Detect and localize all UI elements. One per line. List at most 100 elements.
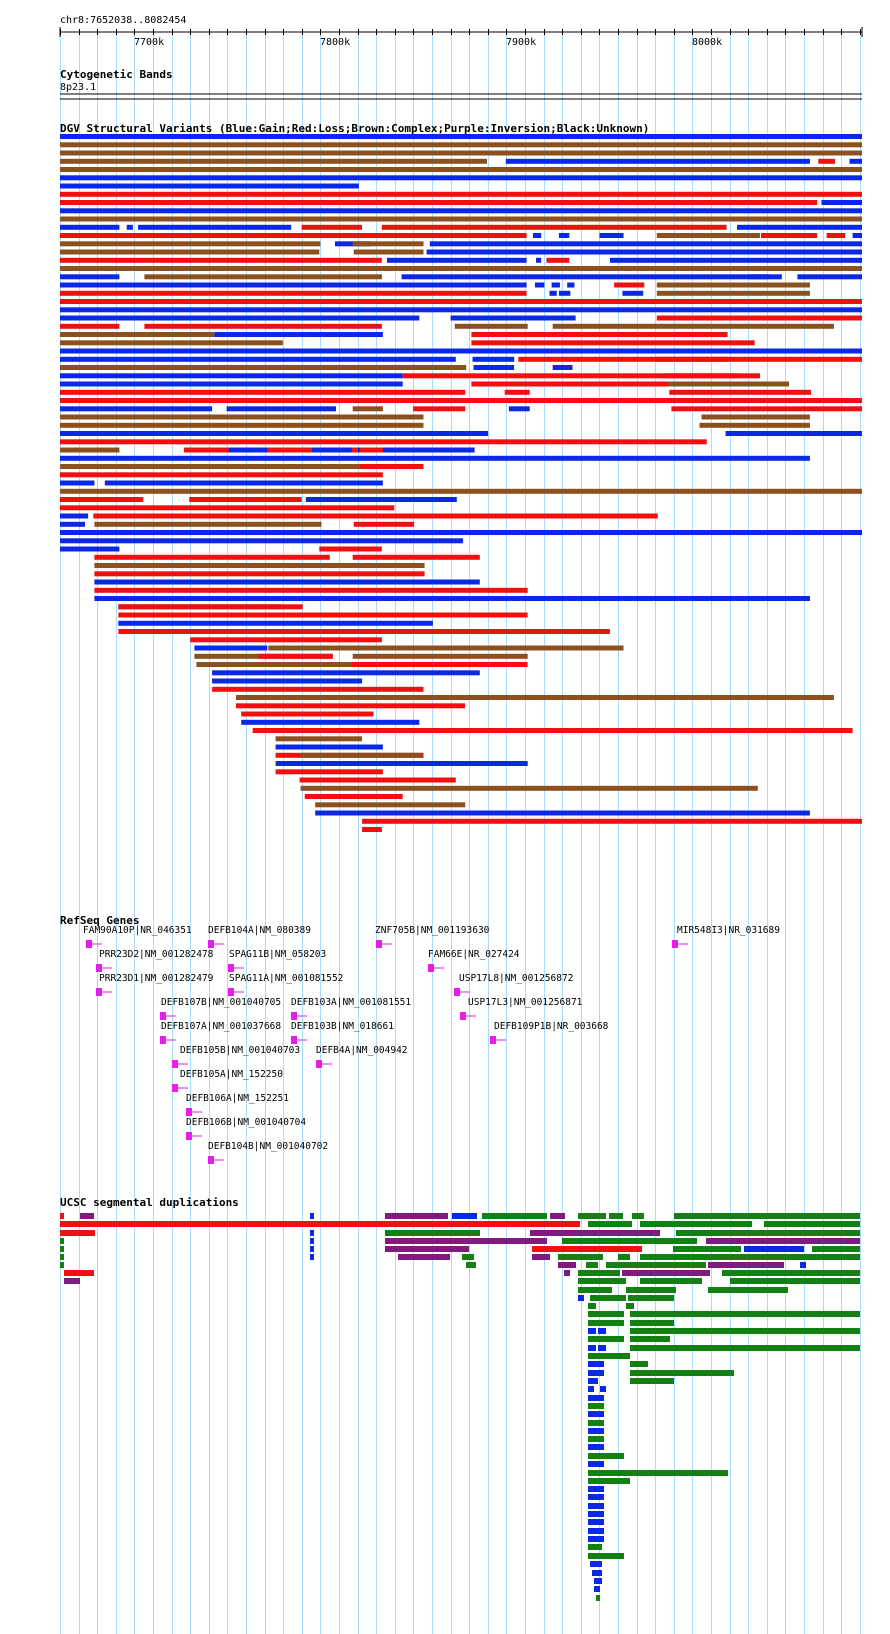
gain-variant-bar: [305, 332, 383, 337]
gain-variant-bar: [473, 365, 515, 370]
loss-variant-bar: [671, 406, 862, 412]
segdup-bar-green: [588, 1436, 604, 1442]
loss-variant-bar: [669, 389, 811, 395]
loss-variant-bar: [319, 546, 382, 552]
complex-variant-bar: [60, 266, 862, 271]
segdup-bar-blue: [588, 1411, 604, 1417]
complex-variant-bar: [552, 323, 834, 329]
gene-label: DEFB105B|NM_001040703: [180, 1045, 300, 1056]
loss-variant-bar: [94, 571, 425, 577]
segdup-bar-green: [626, 1303, 634, 1309]
gain-variant-bar: [104, 480, 383, 486]
segdup-bar-green: [676, 1230, 860, 1236]
complex-variant-bar: [94, 521, 322, 527]
gain-variant-bar: [312, 447, 352, 453]
loss-variant-bar: [351, 662, 528, 667]
gene-label: DEFB103B|NM_018661: [291, 1021, 394, 1032]
segdup-bar-blue: [588, 1486, 604, 1492]
cytoband-track-title: Cytogenetic Bands: [60, 68, 173, 81]
gain-variant-bar: [60, 274, 120, 280]
segdup-bar-green: [588, 1478, 630, 1484]
complex-variant-bar: [60, 447, 120, 453]
gain-variant-bar: [737, 224, 862, 230]
segdup-bar-green: [618, 1254, 630, 1260]
loss-variant-bar: [504, 389, 530, 395]
gain-variant-bar: [241, 719, 420, 725]
segdup-bar-green: [630, 1328, 860, 1334]
complex-variant-bar: [60, 167, 862, 172]
gain-variant-bar: [505, 158, 810, 164]
segdup-track-title: UCSC segmental duplications: [60, 1196, 239, 1209]
segdup-bar-blue: [588, 1328, 596, 1334]
gain-variant-bar: [60, 348, 862, 354]
segdup-bar-green: [640, 1254, 860, 1260]
complex-variant-bar: [60, 365, 467, 370]
segdup-bar-green: [812, 1246, 860, 1252]
gain-variant-bar: [60, 546, 120, 552]
gain-variant-bar: [60, 406, 213, 412]
loss-variant-bar: [93, 513, 658, 519]
loss-variant-bar: [402, 373, 760, 379]
gene-label: DEFB106A|NM_152251: [186, 1093, 289, 1104]
segdup-bar-green: [630, 1320, 674, 1326]
complex-variant-bar: [60, 414, 424, 420]
gain-variant-bar: [622, 290, 644, 296]
segdup-bar-purple: [622, 1270, 710, 1276]
dgv-features: [60, 134, 862, 832]
complex-variant-bar: [60, 150, 862, 156]
gain-variant-bar: [60, 538, 464, 544]
segdup-bar-blue: [310, 1254, 314, 1260]
segdup-track: UCSC segmental duplications: [60, 1196, 860, 1601]
segdup-bar-green: [640, 1221, 752, 1227]
segdup-bar-purple: [385, 1213, 448, 1219]
segdup-bar-green: [588, 1221, 632, 1227]
loss-variant-bar: [60, 191, 862, 197]
segdup-bar-blue: [588, 1494, 604, 1500]
segdup-bar-blue: [310, 1213, 314, 1219]
dgv-track-title: DGV Structural Variants (Blue:Gain;Red:L…: [60, 122, 649, 135]
loss-variant-bar: [118, 604, 303, 610]
segdup-bar-green: [60, 1254, 64, 1260]
loss-variant-bar: [144, 323, 382, 329]
complex-variant-bar: [656, 233, 760, 238]
loss-variant-bar: [413, 406, 466, 412]
segdup-bar-blue: [588, 1361, 604, 1367]
gain-variant-bar: [60, 175, 862, 181]
loss-variant-bar: [299, 777, 456, 783]
segdup-bar-purple: [564, 1270, 570, 1276]
loss-variant-bar: [471, 381, 738, 387]
segdup-bar-green: [60, 1262, 64, 1268]
segdup-bar-red: [60, 1221, 580, 1227]
gain-variant-bar: [60, 521, 85, 527]
segdup-bar-green: [385, 1230, 480, 1236]
segdup-bar-green: [588, 1320, 624, 1326]
segdup-bar-green: [578, 1270, 620, 1276]
gain-variant-bar: [849, 158, 862, 164]
gain-variant-bar: [315, 810, 810, 816]
loss-variant-bar: [761, 233, 818, 238]
complex-variant-bar: [60, 142, 862, 148]
loss-variant-bar: [60, 323, 120, 329]
gain-variant-bar: [599, 233, 624, 238]
segdup-bar-green: [630, 1311, 860, 1317]
tick-label-7800k: 7800k: [320, 37, 350, 48]
segdup-bar-green: [588, 1403, 604, 1409]
gain-variant-bar: [821, 200, 862, 205]
gain-variant-bar: [94, 579, 480, 585]
segdup-bar-blue: [590, 1561, 602, 1567]
loss-variant-bar: [665, 373, 738, 379]
gene-label: DEFB104B|NM_001040702: [208, 1141, 328, 1152]
tick-label-8000k: 8000k: [692, 37, 722, 48]
gain-variant-bar: [305, 497, 457, 502]
complex-variant-bar: [353, 249, 424, 255]
refseq-track-title: RefSeq Genes: [60, 914, 139, 927]
segdup-bar-green: [578, 1287, 612, 1293]
gain-variant-bar: [228, 447, 268, 453]
segdup-bar-green: [588, 1420, 604, 1426]
gene-label: DEFB4A|NM_004942: [316, 1045, 408, 1056]
segdup-bar-green: [60, 1246, 64, 1252]
gain-variant-bar: [275, 761, 528, 766]
loss-variant-bar: [189, 497, 302, 502]
gain-variant-bar: [552, 365, 573, 370]
